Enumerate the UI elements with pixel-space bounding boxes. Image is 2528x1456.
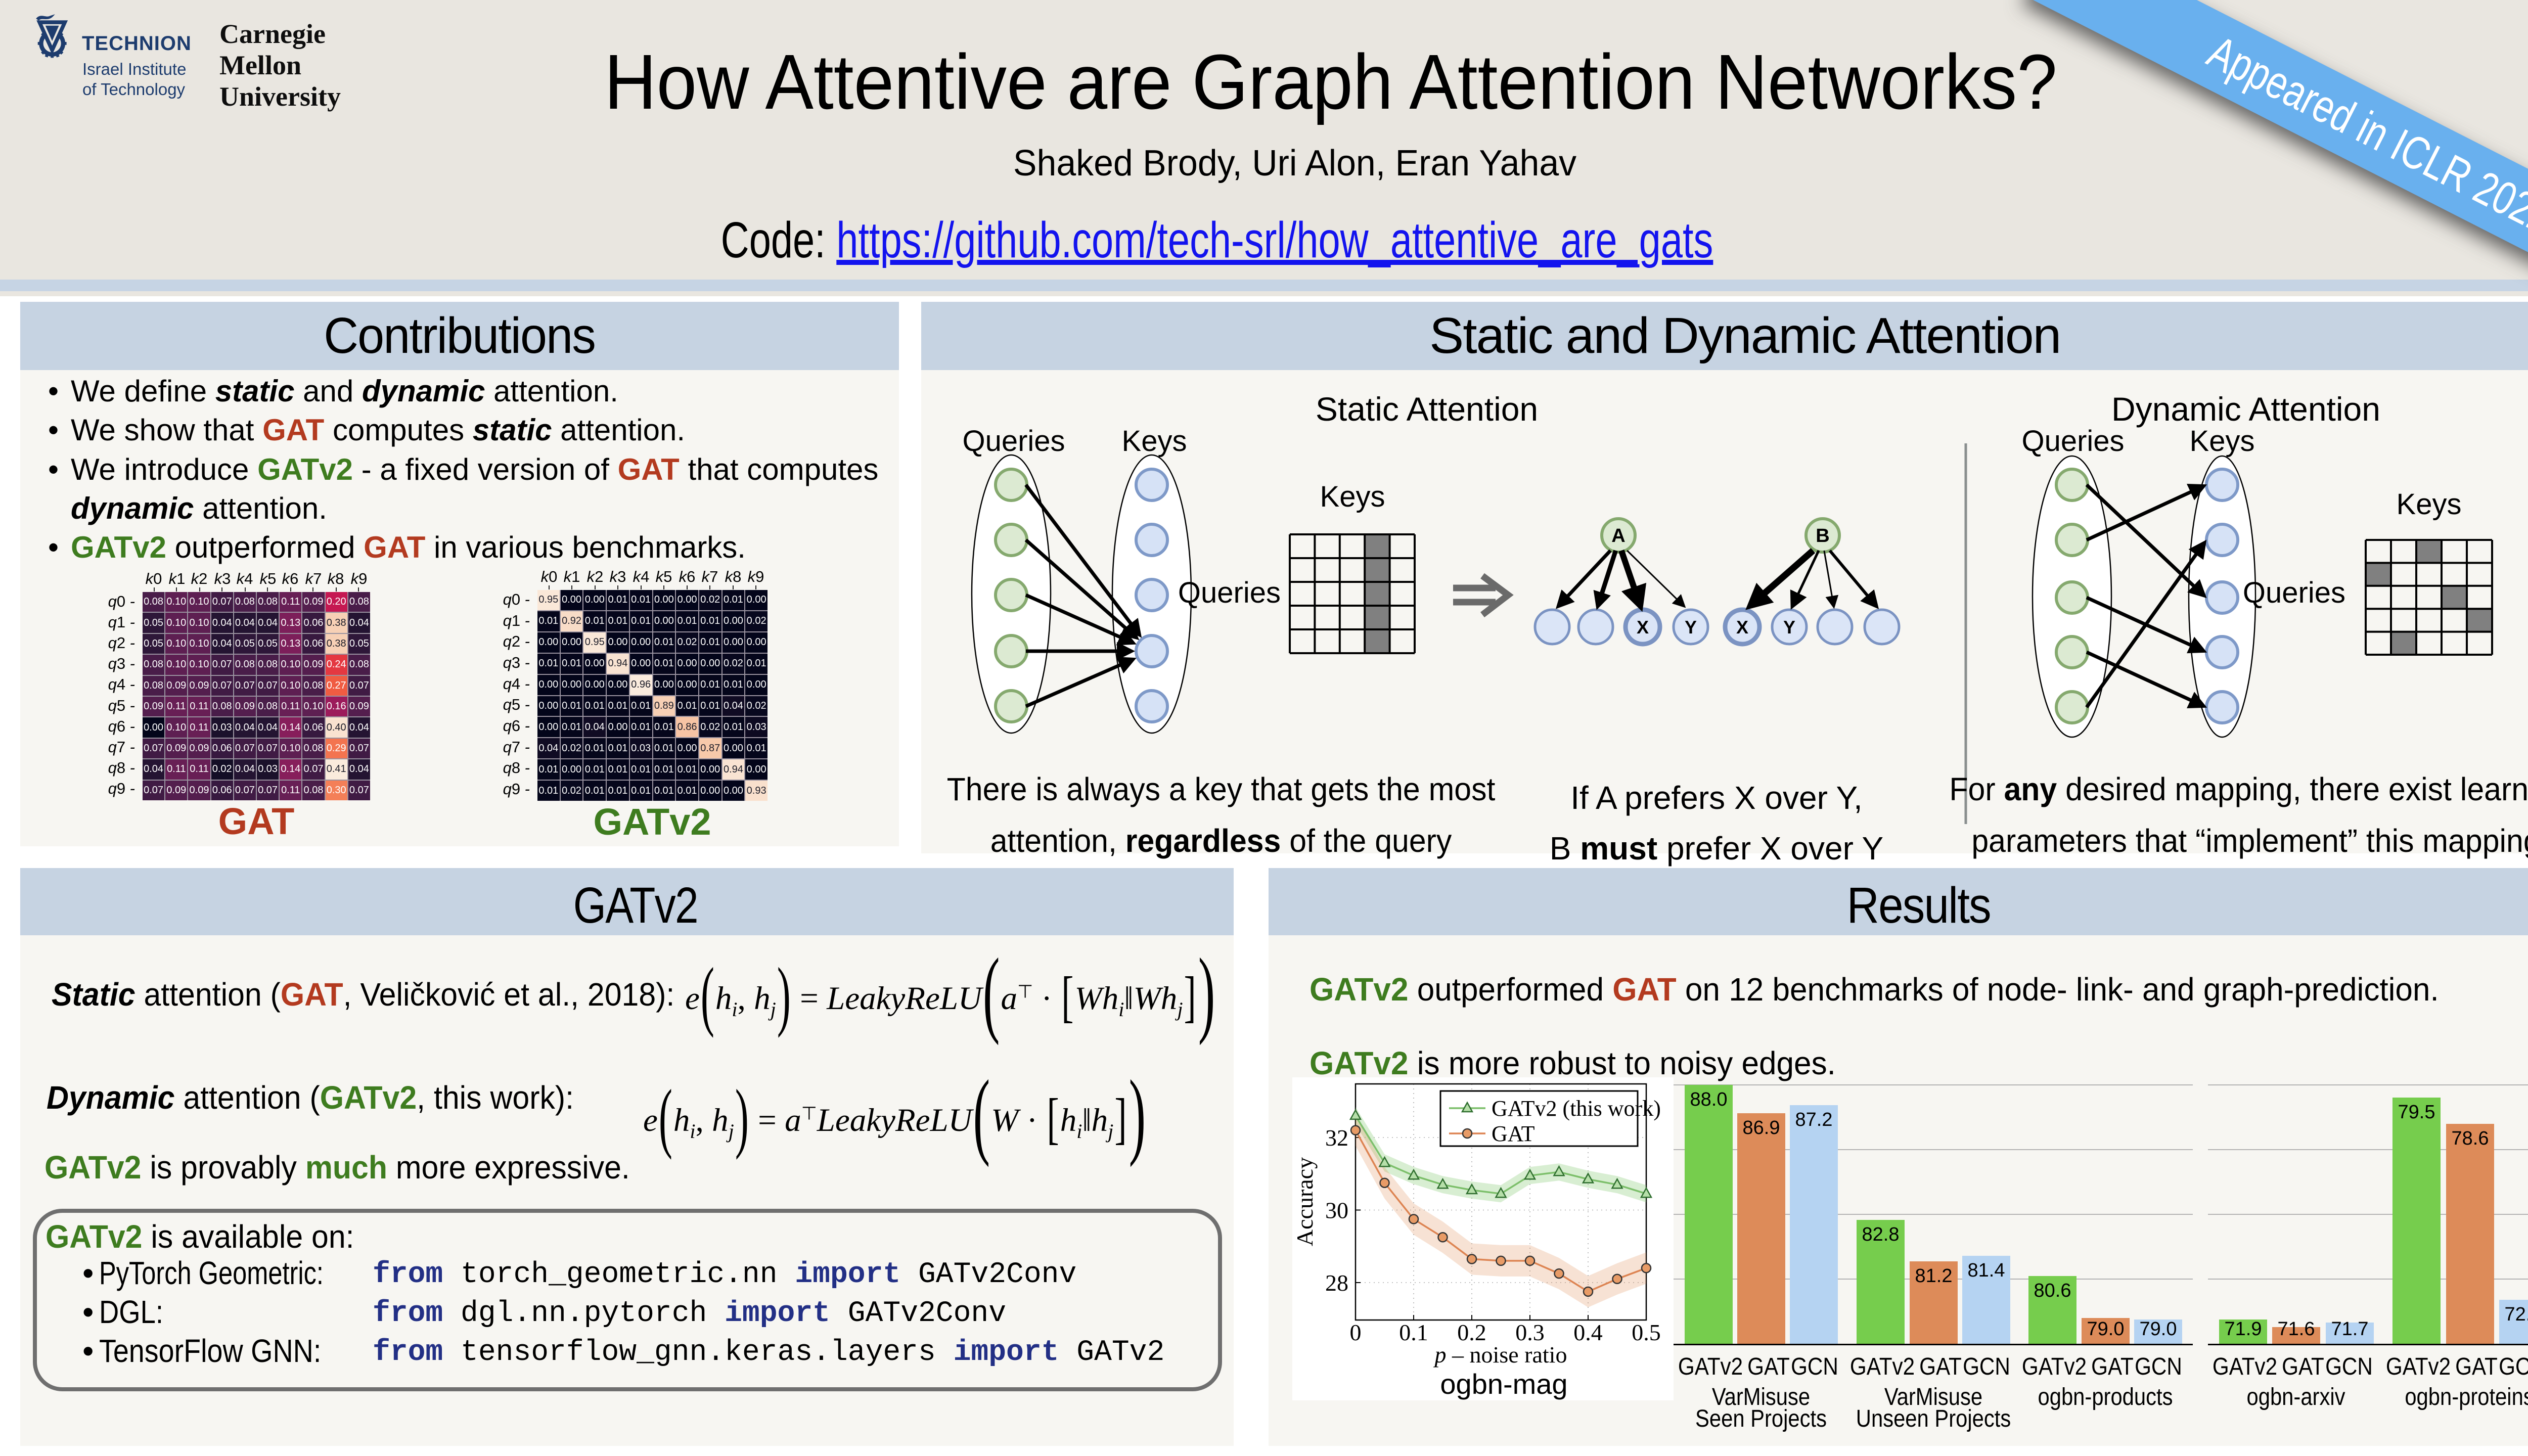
svg-text:30: 30 <box>1325 1198 1348 1223</box>
svg-text:32: 32 <box>1325 1125 1348 1151</box>
svg-text:Keys: Keys <box>2190 425 2255 458</box>
svg-text:0.1: 0.1 <box>1399 1320 1428 1345</box>
svg-text:Static Attention: Static Attention <box>1316 390 1538 428</box>
svg-text:Accuracy: Accuracy <box>1292 1157 1318 1246</box>
svg-text:0: 0 <box>1350 1320 1362 1345</box>
svg-text:GAT: GAT <box>1492 1121 1535 1146</box>
svg-text:Queries: Queries <box>2243 576 2345 609</box>
svg-text:0.2: 0.2 <box>1457 1320 1486 1345</box>
svg-text:ogbn-mag: ogbn-mag <box>1440 1368 1567 1400</box>
svg-text:Keys: Keys <box>1320 480 1385 513</box>
svg-text:0.3: 0.3 <box>1515 1320 1545 1345</box>
svg-text:Queries: Queries <box>962 425 1065 458</box>
svg-text:Y: Y <box>1685 617 1697 638</box>
svg-text:0.5: 0.5 <box>1632 1320 1661 1345</box>
svg-text:GATv2 (this work): GATv2 (this work) <box>1492 1096 1661 1121</box>
svg-text:X: X <box>1637 617 1649 638</box>
svg-text:p – noise ratio: p – noise ratio <box>1433 1342 1567 1368</box>
svg-text:Y: Y <box>1783 617 1795 638</box>
svg-text:0.4: 0.4 <box>1573 1320 1603 1345</box>
svg-text:Queries: Queries <box>1178 576 1281 609</box>
svg-text:28: 28 <box>1325 1270 1348 1296</box>
svg-text:Queries: Queries <box>2021 425 2124 458</box>
svg-text:B: B <box>1816 525 1829 547</box>
svg-text:Keys: Keys <box>2397 488 2462 521</box>
svg-text:X: X <box>1736 617 1748 638</box>
svg-text:A: A <box>1611 525 1625 547</box>
svg-text:Dynamic Attention: Dynamic Attention <box>2111 390 2380 428</box>
svg-text:Keys: Keys <box>1122 425 1187 458</box>
